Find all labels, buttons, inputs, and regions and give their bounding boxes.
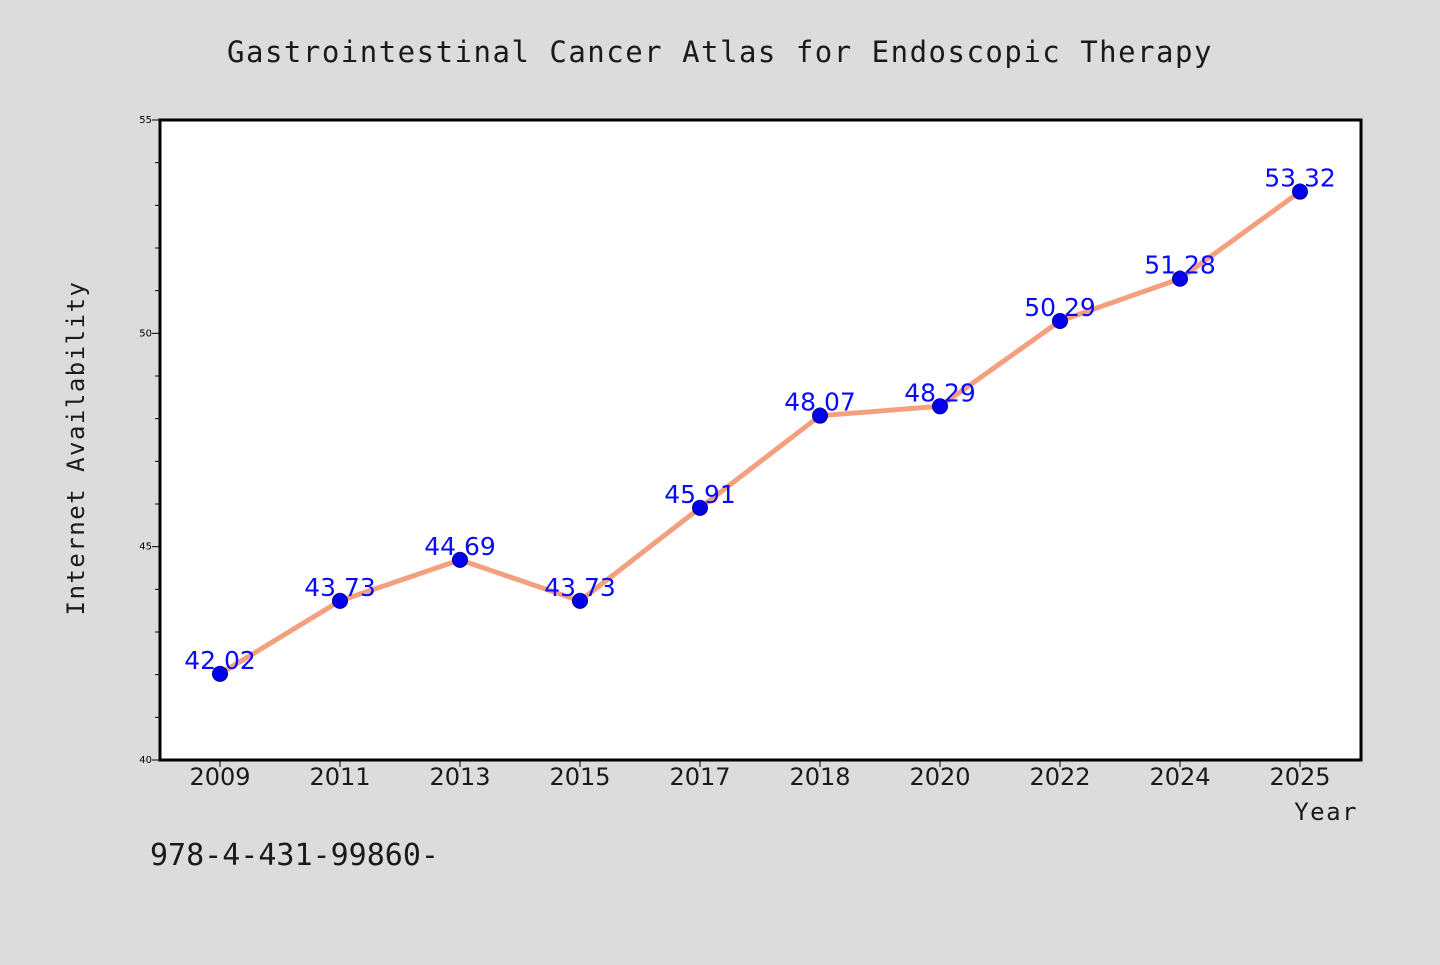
x-tick-label: 2015 <box>549 763 610 791</box>
y-axis: 40 45 50 55 <box>139 115 160 766</box>
x-axis: 2009 2011 2013 2015 2017 2018 2020 2022 2024 2025 <box>189 760 1331 791</box>
x-tick-label: 2024 <box>1149 763 1210 791</box>
isbn-text: 978-4-431-99860- <box>150 838 439 873</box>
x-tick-label: 2018 <box>789 763 850 791</box>
data-label: 44.69 <box>424 532 496 561</box>
y-tick-label: 40 <box>139 755 152 766</box>
data-point <box>1052 312 1068 329</box>
data-label: 45.91 <box>664 480 736 509</box>
data-point <box>212 665 228 682</box>
y-tick-label: 55 <box>139 115 152 126</box>
y-axis-label: Internet Availability <box>62 281 90 616</box>
data-point <box>1172 270 1188 287</box>
data-label: 53.32 <box>1264 164 1336 193</box>
data-label: 48.07 <box>784 388 856 417</box>
x-tick-label: 2020 <box>909 763 970 791</box>
data-label: 43.73 <box>544 573 616 602</box>
data-point <box>812 407 828 424</box>
data-point <box>692 499 708 516</box>
data-label: 51.28 <box>1144 251 1216 280</box>
x-tick-label: 2013 <box>429 763 490 791</box>
data-point <box>452 551 468 568</box>
y-tick-label: 45 <box>139 542 152 553</box>
x-tick-label: 2009 <box>189 763 250 791</box>
x-tick-label: 2011 <box>309 763 370 791</box>
x-axis-label: Year <box>1294 798 1358 826</box>
x-tick-label: 2017 <box>669 763 730 791</box>
plot-area <box>158 118 1363 762</box>
data-label: 48.29 <box>904 378 976 407</box>
data-point <box>332 592 348 609</box>
data-label: 43.73 <box>304 573 376 602</box>
data-point <box>932 398 948 415</box>
series-line <box>217 189 1303 677</box>
data-point <box>1292 183 1308 200</box>
data-label: 50.29 <box>1024 293 1096 322</box>
x-tick-label: 2025 <box>1269 763 1330 791</box>
data-label: 42.02 <box>184 646 256 675</box>
x-tick-label: 2022 <box>1029 763 1090 791</box>
chart-title: Gastrointestinal Cancer Atlas for Endosc… <box>227 35 1213 69</box>
y-tick-label: 50 <box>139 328 152 339</box>
data-point <box>572 592 588 609</box>
series: 42.02 43.73 44.69 43.73 45.91 48.07 48.29 50.29… <box>184 164 1336 682</box>
